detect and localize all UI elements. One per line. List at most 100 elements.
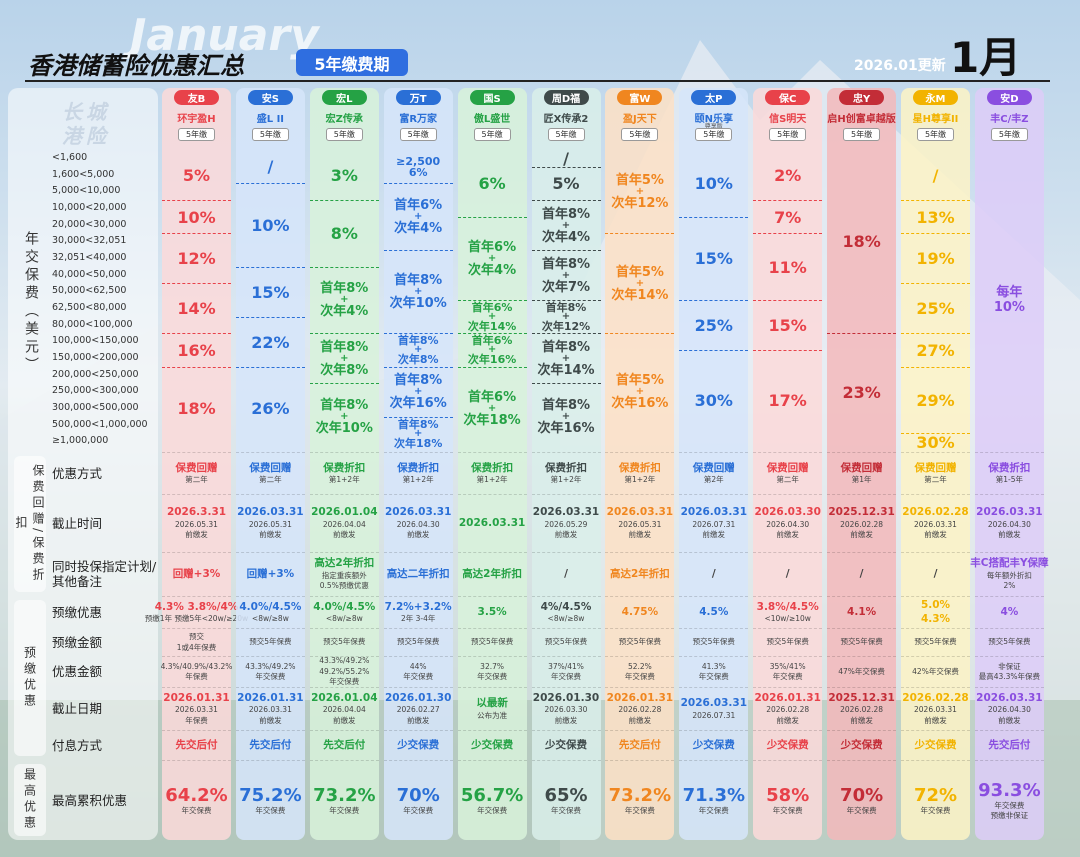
cell: 预交5年保费: [753, 628, 823, 656]
cell: 4.5%: [679, 596, 749, 628]
discount-tier: 15%: [235, 266, 305, 317]
cell-text: 年保费: [185, 715, 208, 725]
cell: 2026.01.04 2026.04.04 前缴发: [309, 687, 379, 730]
cell-text: 2026.03.30: [544, 705, 588, 715]
tier-text: +: [413, 286, 423, 298]
cell-text: 2026.02.28: [840, 519, 884, 529]
tier-text: 首年8%: [394, 373, 443, 389]
column-body: [827, 88, 897, 840]
product-name: 盈J天下: [623, 114, 657, 125]
tier-text: 13%: [916, 207, 955, 227]
cell-text: 预缴非保证: [990, 811, 1029, 820]
band-section-label: 年交保费（美元）: [23, 230, 39, 375]
tier-text: 次年16%: [611, 396, 669, 412]
cell-text: 预交5年保费: [618, 637, 662, 647]
cell: 32.7% 年交保费: [457, 656, 527, 687]
tier-text: 首年5%: [615, 264, 664, 280]
cell: 43.3%/49.2% 49.2%/55.2% 年交保费: [309, 656, 379, 687]
cell-text: 保费回赠: [692, 461, 735, 474]
column-body: [974, 88, 1044, 840]
band-label: 10,000<20,000: [52, 202, 127, 213]
discount-tier: 首年8% + 次年4%: [309, 266, 379, 334]
cell: /: [753, 552, 823, 596]
cell-text: 75.2%: [239, 784, 302, 806]
tier-text: +: [635, 277, 645, 289]
cell-text: 预交5年保费: [470, 637, 514, 647]
column-body: [162, 88, 231, 840]
cell-text: 预交5年保费: [323, 637, 366, 647]
tier-text: 次年16%: [467, 353, 517, 367]
cell-text: 指定重疾额外: [321, 570, 367, 580]
tier-text: 首年6%: [468, 239, 517, 255]
cell: 2025.12.31 2026.02.28 前缴发: [827, 687, 897, 730]
row-label: 预缴优惠: [52, 604, 103, 620]
tier-text: 次年12%: [541, 320, 591, 334]
product-name: 颐N乐享: [694, 114, 733, 125]
cell-text: 73.2%: [313, 784, 376, 806]
cell-text: 年交保费: [772, 805, 803, 815]
row-label: 付息方式: [52, 737, 103, 753]
tier-text: 首年8%: [320, 339, 369, 355]
cell-text: 第二年: [776, 475, 799, 484]
cell: 2026.03.31 2026.05.31 前缴发: [605, 494, 675, 552]
cell: 保费折扣 第1-5年: [974, 452, 1044, 494]
row-label: 预缴金额: [52, 634, 103, 650]
cell: 2026.01.30 2026.03.30 前缴发: [531, 687, 601, 730]
cell-text: 2026.01.04: [311, 691, 378, 704]
tier-text: 首年8%: [394, 273, 443, 289]
cell-text: 4.3% 3.8%/4%: [154, 600, 239, 613]
cell: 73.2% 年交保费: [309, 760, 379, 840]
cell-text: 5.0%: [920, 599, 951, 611]
cell-text: 2%: [1003, 581, 1016, 591]
tier-text: +: [340, 294, 349, 306]
tier-text: 15%: [694, 249, 733, 269]
tier-text: 5%: [182, 165, 211, 185]
cell-text: 43.3%/49.2%: [319, 656, 370, 666]
column-tag: 保C: [765, 90, 811, 105]
tier-text: 15%: [768, 316, 807, 335]
cell: 保费折扣 第1+2年: [531, 452, 601, 494]
cell-text: 年交保费: [920, 805, 951, 815]
column-tag: 太P: [691, 90, 737, 105]
discount-tier: 19%: [901, 233, 970, 283]
cell-text: 2026.03.31: [976, 506, 1043, 519]
tier-text: 25%: [916, 299, 955, 319]
page-title: 香港储蓄险优惠汇总: [28, 52, 244, 80]
cell: 4.0%/4.5% <8w/≥8w: [309, 596, 379, 628]
cell-text: 少交保费: [692, 738, 735, 751]
tier-text: 12%: [177, 249, 216, 269]
column-tag: 万T: [395, 90, 441, 105]
cell-text: 前缴发: [924, 715, 947, 725]
discount-tier: 18%: [827, 150, 896, 333]
discount-tier: 7%: [753, 200, 823, 233]
cell: 预交5年保费: [383, 628, 453, 656]
cell-text: 公布为准: [477, 710, 508, 720]
cell: /: [531, 552, 601, 596]
cell-text: 2026.02.27: [396, 705, 440, 715]
tier-text: 次年12%: [611, 195, 669, 211]
cell-text: 前缴发: [998, 530, 1021, 540]
cell-text: 32.7%: [480, 661, 504, 671]
cell: 4%: [974, 596, 1044, 628]
cell: 少交保费: [827, 730, 897, 760]
cell: 高达2年折扣: [605, 552, 675, 596]
cell-text: 保费回赠: [766, 461, 809, 474]
row-label: 优惠方式: [52, 465, 103, 481]
tier-text: 首年8%: [397, 334, 439, 348]
cell: 少交保费: [383, 730, 453, 760]
discount-tier: 5%: [162, 150, 231, 200]
tier-text: 10%: [177, 207, 216, 227]
cell: 预交5年保费: [901, 628, 970, 656]
cell-text: 前缴发: [850, 715, 873, 725]
cell-text: 前缴发: [259, 530, 282, 540]
cell: 4.3% 3.8%/4% 预缴1年 预缴5年<20w/≥20w: [145, 596, 248, 628]
cell: 3.5%: [457, 596, 527, 628]
tier-text: 每年: [996, 285, 1023, 300]
cell: 预交 1或4年保费: [162, 628, 231, 656]
cell: 2026.03.31: [457, 494, 527, 552]
discount-tier: 首年8% + 次年7%: [531, 250, 601, 300]
tier-text: +: [635, 185, 645, 197]
tier-text: 次年16%: [389, 396, 447, 412]
cell-text: 少交保费: [397, 738, 440, 751]
